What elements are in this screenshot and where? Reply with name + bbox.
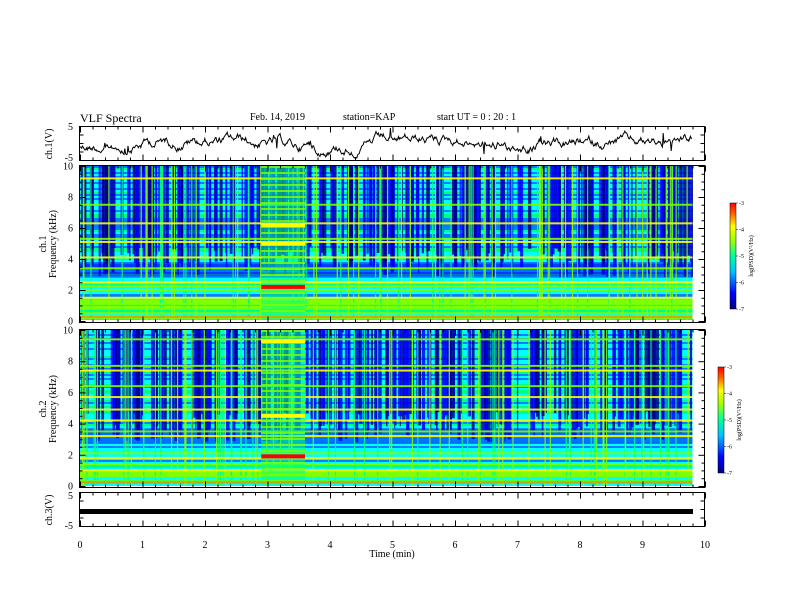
ch1-waveform-ylabel: ch.1(V) <box>44 129 55 160</box>
spec1-ytick: 8 <box>68 193 73 204</box>
ch2-spectrogram-ylabel-ch: ch.2 <box>38 401 49 418</box>
xtick-label: 1 <box>140 540 145 551</box>
spec2-ytick: 0 <box>68 482 73 493</box>
colorbar-tick: -3 <box>739 201 744 207</box>
xtick-label: 6 <box>453 540 458 551</box>
ch2-spectrogram <box>80 330 693 486</box>
ch1-waveform-line <box>79 127 693 159</box>
ch2-colorbar-label: log(PSD)(V²/Hz) <box>736 399 743 440</box>
ch1-spectrogram-ylabel-ch: ch.1 <box>38 236 49 253</box>
spec2-ytick: 8 <box>68 357 73 368</box>
xtick-label: 8 <box>578 540 583 551</box>
colorbar-tick: -6 <box>727 445 732 451</box>
x-axis-label: Time (min) <box>369 549 414 560</box>
xtick-label: 5 <box>390 540 395 551</box>
colorbar-tick: -6 <box>739 281 744 287</box>
colorbar-tick: -5 <box>739 254 744 260</box>
spec1-ytick: 2 <box>68 286 73 297</box>
station-label: station=KAP <box>343 112 396 123</box>
spec1-ytick: 0 <box>68 317 73 328</box>
ch1-colorbar: -3 -4 -5 -6 -7 log(PSD)(V²/Hz) <box>729 201 755 313</box>
spec1-ytick: 10 <box>63 162 73 173</box>
xtick-label: 10 <box>700 540 710 551</box>
ch2-spectrogram-ylabel-freq: Frequency (kHz) <box>48 375 59 443</box>
spec2-ytick: 6 <box>68 388 73 399</box>
date-label: Feb. 14, 2019 <box>250 112 305 123</box>
ch1-spectrogram <box>80 166 693 320</box>
start-time-label: start UT = 0 : 20 : 1 <box>437 112 517 123</box>
ch3-ytick-top: 5 <box>68 491 73 502</box>
ch1-ytick-bottom: -5 <box>65 153 73 164</box>
ch1-spectrogram-ylabel-freq: Frequency (kHz) <box>48 210 59 278</box>
xtick-label: 7 <box>515 540 520 551</box>
colorbar-tick: -4 <box>739 228 744 234</box>
ch1-colorbar-label: log(PSD)(V²/Hz) <box>748 235 755 276</box>
spec2-ytick: 10 <box>63 326 73 337</box>
spec2-ytick: 4 <box>68 419 73 430</box>
colorbar-tick: -5 <box>727 418 732 424</box>
spec1-ytick: 4 <box>68 255 73 266</box>
spec1-ytick: 6 <box>68 224 73 235</box>
spec2-ytick: 2 <box>68 450 73 461</box>
colorbar-tick: -7 <box>739 307 744 313</box>
xtick-label: 0 <box>78 540 83 551</box>
figure-title: VLF Spectra <box>80 111 142 125</box>
ch3-waveform-line <box>80 509 693 514</box>
colorbar-tick: -3 <box>727 365 732 371</box>
xtick-label: 3 <box>265 540 270 551</box>
xtick-label: 2 <box>203 540 208 551</box>
colorbar-tick: -4 <box>727 392 732 398</box>
ch3-waveform-ylabel: ch.3(V) <box>44 495 55 526</box>
ch3-ytick-bottom: -5 <box>65 521 73 532</box>
ch2-colorbar: -3 -4 -5 -6 -7 log(PSD)(V²/Hz) <box>717 365 743 477</box>
xtick-label: 9 <box>640 540 645 551</box>
ch1-ytick-top: 5 <box>68 122 73 133</box>
xtick-label: 4 <box>328 540 333 551</box>
colorbar-tick: -7 <box>727 471 732 477</box>
